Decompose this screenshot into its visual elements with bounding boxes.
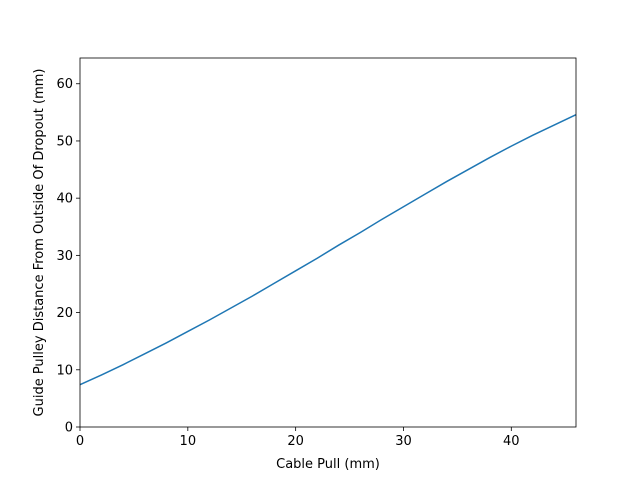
axes-frame — [79, 57, 577, 428]
y-tick-label: 30 — [56, 249, 73, 264]
y-tick-label: 40 — [56, 192, 73, 207]
y-tick-label: 0 — [65, 421, 73, 436]
x-tick-label: 20 — [287, 434, 304, 449]
y-tick-label: 10 — [56, 363, 73, 378]
x-tick-label: 30 — [395, 434, 412, 449]
x-tick-label: 40 — [503, 434, 520, 449]
x-axis-label: Cable Pull (mm) — [276, 457, 380, 472]
axis-ticks: 0 10 20 30 40 0 10 20 30 40 50 60 — [56, 77, 519, 449]
x-tick-label: 10 — [180, 434, 197, 449]
y-axis-label: Guide Pulley Distance From Outside Of Dr… — [32, 69, 47, 417]
series-line — [79, 113, 577, 386]
y-tick-label: 50 — [56, 134, 73, 149]
x-tick-label: 0 — [76, 434, 84, 449]
y-tick-label: 20 — [56, 306, 73, 321]
y-tick-label: 60 — [56, 77, 73, 92]
